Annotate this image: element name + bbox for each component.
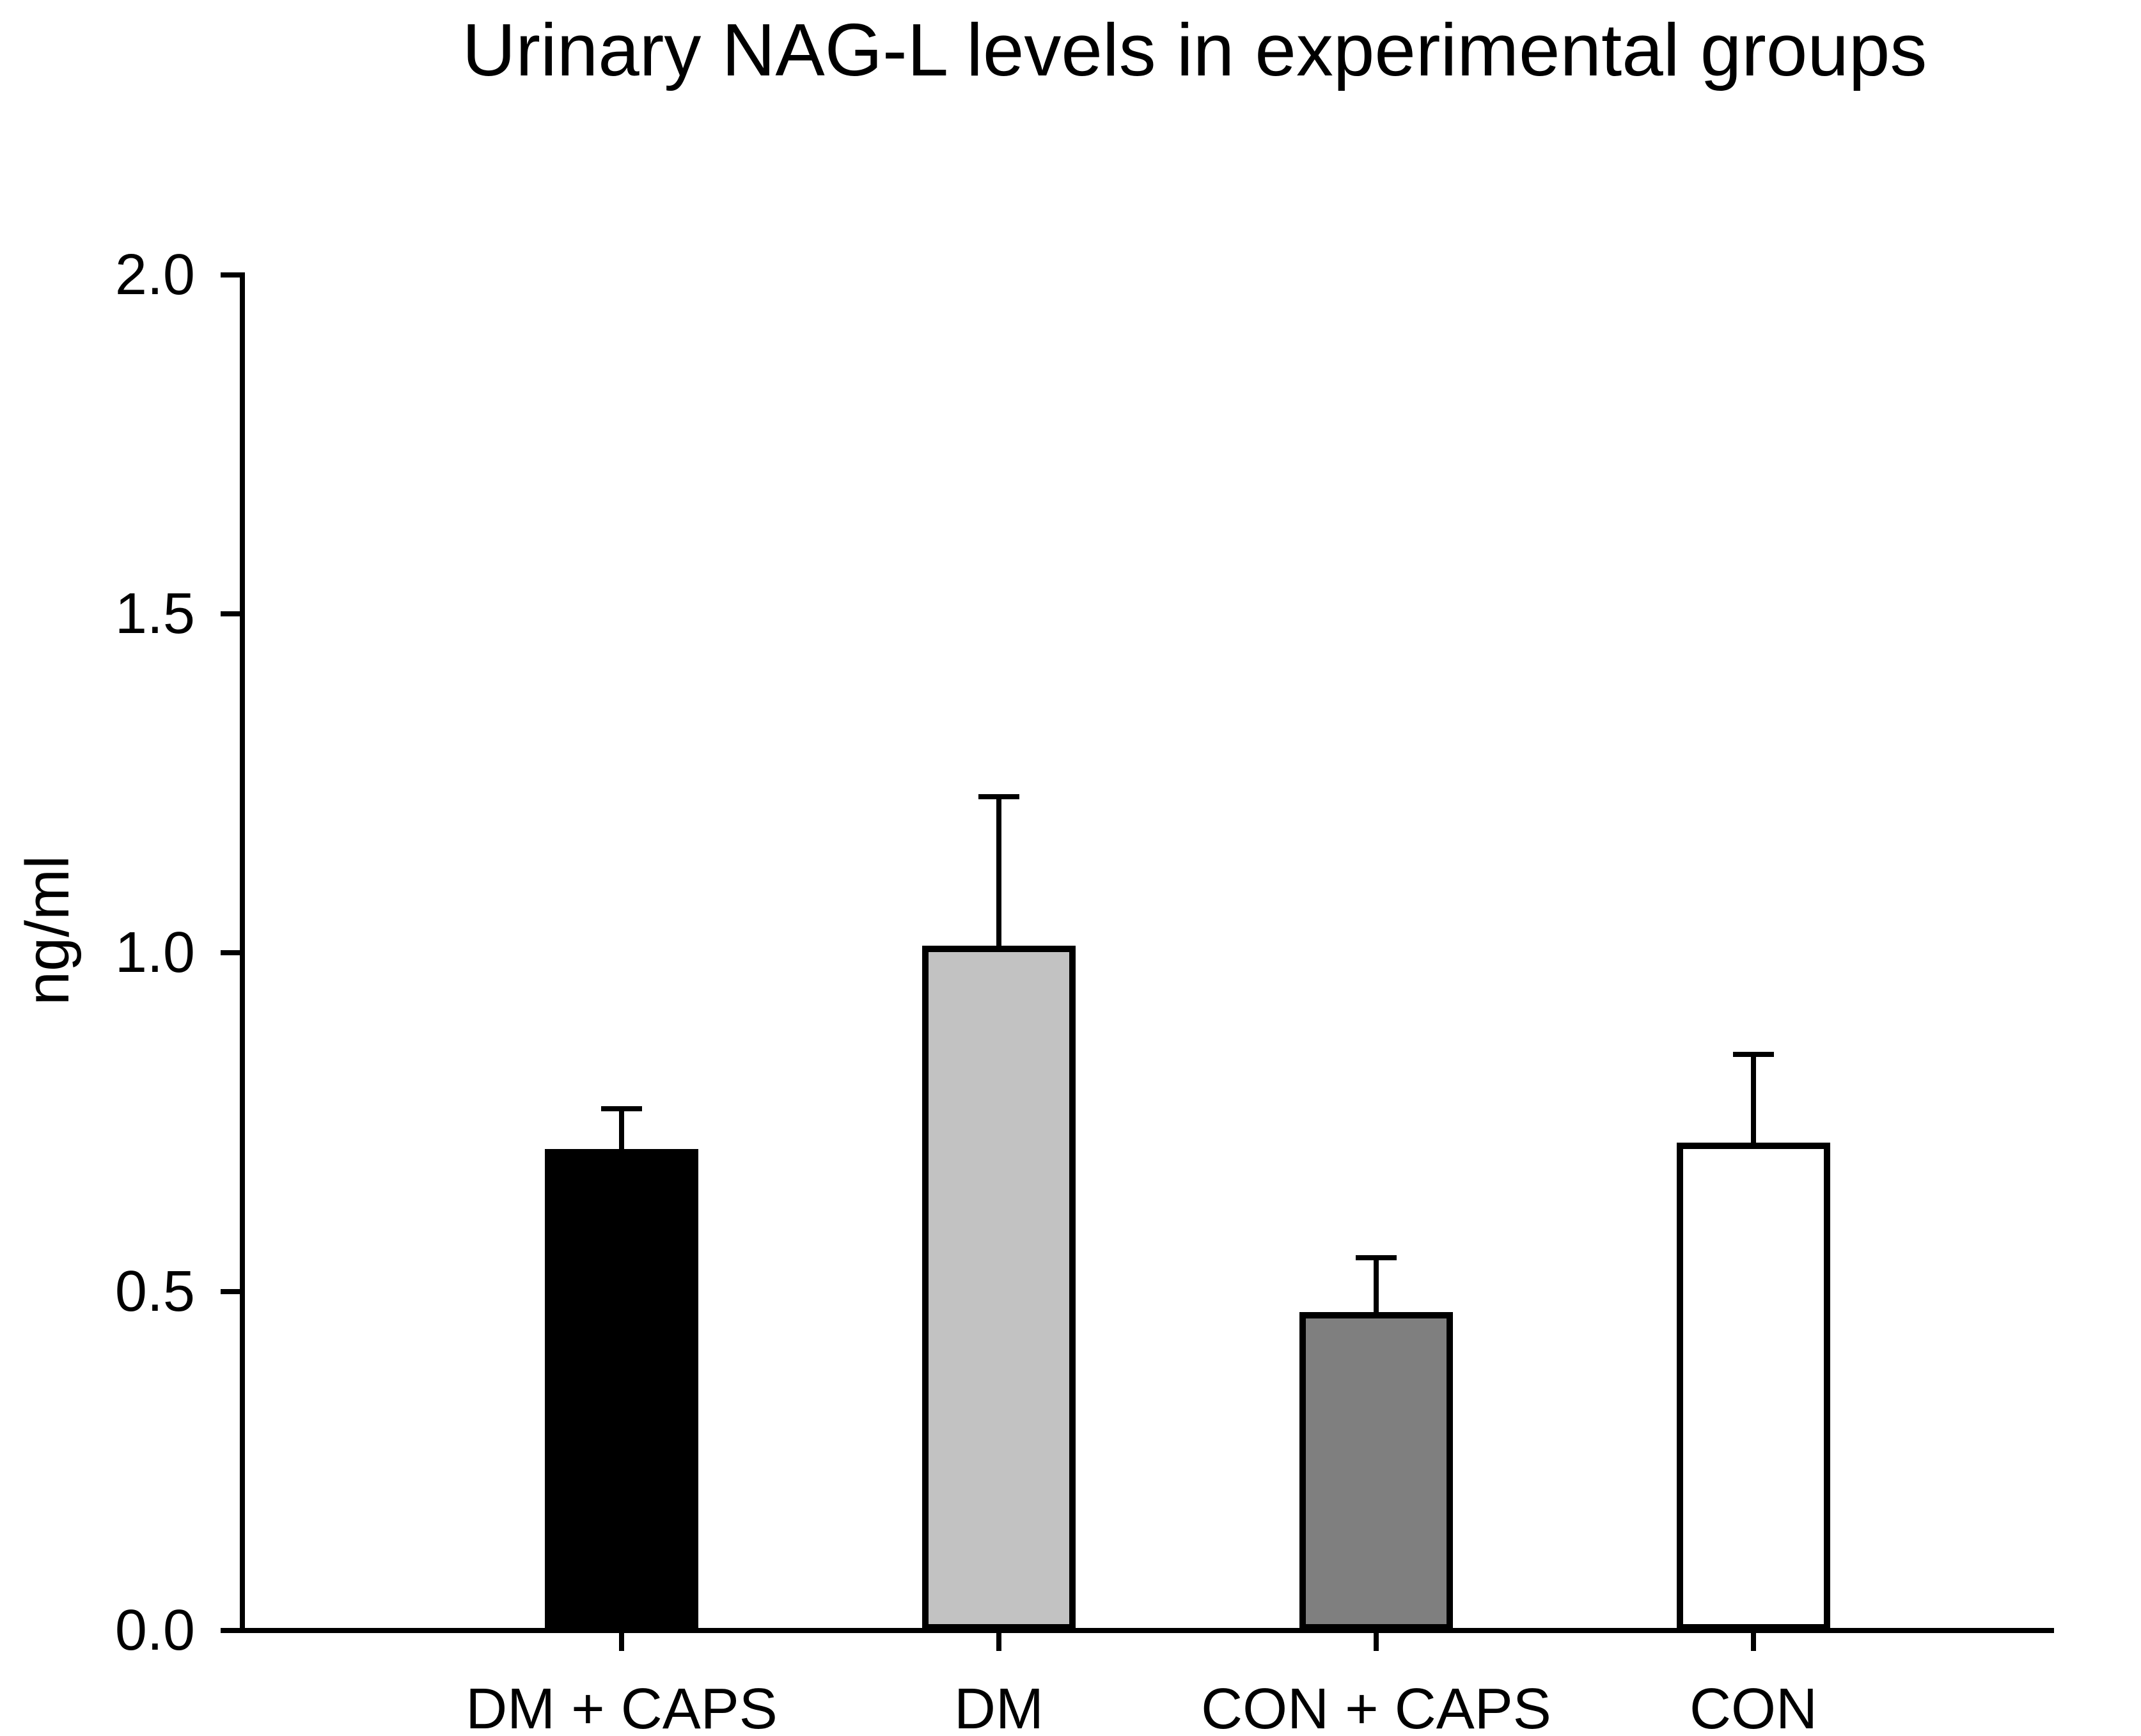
x-axis-line <box>240 1628 2054 1633</box>
x-category-label-con: CON <box>1690 1677 1817 1736</box>
error-bar-cap-con-caps <box>1356 1255 1397 1260</box>
y-axis-line <box>240 272 245 1633</box>
bar-dm <box>922 946 1076 1630</box>
error-bar-cap-dm <box>978 794 1019 800</box>
x-category-label-con-caps: CON + CAPS <box>1201 1677 1551 1736</box>
y-tick-0.5 <box>221 1289 240 1294</box>
y-tick-2.0 <box>221 272 240 278</box>
error-bar-cap-dm-caps <box>601 1106 642 1111</box>
y-tick-label-0.0: 0.0 <box>114 1599 195 1662</box>
x-tick-con <box>1751 1633 1756 1651</box>
y-tick-0.0 <box>221 1628 240 1633</box>
x-category-label-dm-caps: DM + CAPS <box>466 1677 778 1736</box>
x-tick-dm <box>996 1633 1001 1651</box>
y-tick-1.0 <box>221 950 240 955</box>
x-tick-con-caps <box>1374 1633 1379 1651</box>
y-tick-label-0.5: 0.5 <box>114 1260 195 1324</box>
bar-dm-caps <box>545 1149 698 1630</box>
x-category-label-dm: DM <box>954 1677 1044 1736</box>
y-tick-label-1.5: 1.5 <box>114 582 195 646</box>
error-bar-cap-con <box>1733 1052 1774 1057</box>
chart-title: Urinary NAG-L levels in experimental gro… <box>462 8 1927 91</box>
error-bar-line-con-caps <box>1374 1258 1379 1318</box>
error-bar-line-con <box>1751 1054 1756 1149</box>
error-bar-line-dm <box>996 797 1001 953</box>
y-tick-label-1.0: 1.0 <box>114 921 195 985</box>
bar-con-caps <box>1299 1311 1453 1630</box>
y-tick-label-2.0: 2.0 <box>114 243 195 307</box>
error-bar-line-dm-caps <box>619 1108 624 1156</box>
y-tick-1.5 <box>221 611 240 616</box>
x-tick-dm-caps <box>619 1633 624 1651</box>
bar-con <box>1677 1142 1830 1630</box>
